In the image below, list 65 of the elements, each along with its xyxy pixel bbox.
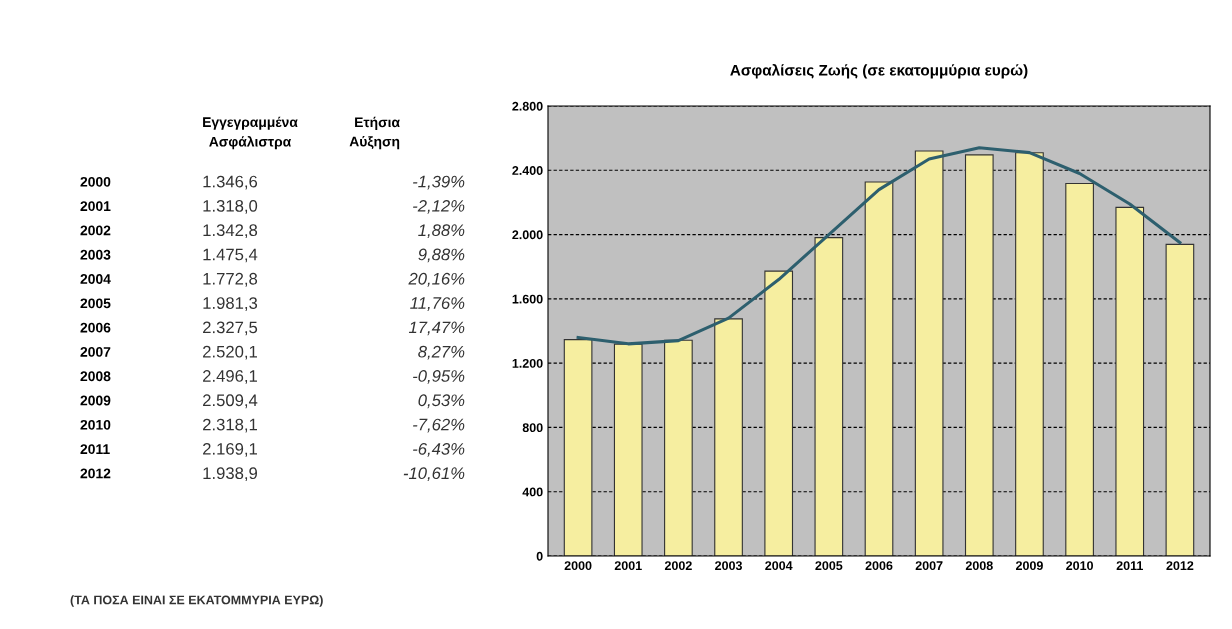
text: 2.520,1 xyxy=(203,345,257,360)
category-label: 2012 xyxy=(80,468,111,479)
text: 11,76% xyxy=(410,297,465,311)
category-label: 2009 xyxy=(80,395,111,406)
chart-title: Ασφαλίσεις Ζωής (σε εκατομμύρια ευρώ) xyxy=(730,63,1028,79)
text: -0,95% xyxy=(413,370,465,384)
category-label: 2011 xyxy=(80,444,110,455)
x-tick-label: 2007 xyxy=(915,561,943,571)
text: 2.496,1 xyxy=(203,370,257,384)
category-label: 2010 xyxy=(80,419,111,430)
y-tick-label: 400 xyxy=(522,487,543,497)
x-tick-label: 2004 xyxy=(765,561,793,571)
text: 2.169,1 xyxy=(203,442,257,457)
x-tick-label: 2009 xyxy=(1015,561,1043,571)
y-tick-label: 0 xyxy=(536,551,543,561)
x-tick-label: 2002 xyxy=(664,561,692,571)
text: 1.346,6 xyxy=(203,175,258,190)
text: -2,12% xyxy=(413,199,465,214)
x-tick-label: 2006 xyxy=(865,561,893,571)
x-tick-label: 2001 xyxy=(614,561,642,571)
y-tick-label: 2.800 xyxy=(512,101,543,111)
text: Εγγεγραμμένα Ασφάλιστρα xyxy=(203,116,298,150)
category-label: 2004 xyxy=(80,274,111,284)
text: -6,43% xyxy=(413,442,465,457)
category-label: 2006 xyxy=(80,322,111,333)
text: -7,62% xyxy=(413,418,465,433)
y-tick-label: 800 xyxy=(522,423,543,433)
category-label: 2000 xyxy=(80,176,111,187)
text: 17,47% xyxy=(408,321,465,336)
text: (ΤΑ ΠΟΣΑ ΕΙΝΑΙ ΣΕ ΕΚΑΤΟΜΜΥΡΙΑ ΕΥΡΩ) xyxy=(70,595,323,607)
text: 2.327,5 xyxy=(203,321,258,336)
y-tick-label: 2.000 xyxy=(512,230,543,240)
y-tick-label: 1.200 xyxy=(512,358,543,368)
x-tick-label: 2005 xyxy=(815,561,843,571)
x-tick-label: 2010 xyxy=(1066,561,1093,571)
x-tick-label: 2011 xyxy=(1116,561,1143,571)
category-label: 2008 xyxy=(80,371,111,382)
text: 20,16% xyxy=(408,272,465,287)
text: 1.938,9 xyxy=(203,467,258,482)
text: 1.475,4 xyxy=(203,248,258,263)
text: 1.318,0 xyxy=(203,199,258,214)
y-tick-label: 1.600 xyxy=(512,294,543,304)
text: 8,27% xyxy=(418,345,465,360)
category-label: 2003 xyxy=(80,249,111,260)
category-label: 2002 xyxy=(80,225,111,236)
category-label: 2005 xyxy=(80,298,111,309)
text: 1.342,8 xyxy=(203,224,258,239)
x-tick-label: 2000 xyxy=(564,561,592,571)
text: 2.318,1 xyxy=(203,418,257,433)
text: 1.772,8 xyxy=(203,272,258,287)
x-tick-label: 2003 xyxy=(715,561,742,571)
x-tick-label: 2008 xyxy=(965,561,993,571)
x-tick-label: 2012 xyxy=(1166,561,1194,571)
category-label: 2007 xyxy=(80,346,111,357)
text: 1,88% xyxy=(418,224,465,239)
y-tick-label: 2.400 xyxy=(512,166,543,175)
category-label: 2001 xyxy=(80,201,111,212)
text: 9,88% xyxy=(418,248,465,263)
text: 2.509,4 xyxy=(203,394,258,409)
text: 0,53% xyxy=(418,394,465,409)
text: -1,39% xyxy=(413,175,465,190)
text: -10,61% xyxy=(403,467,465,482)
text: 1.981,3 xyxy=(203,297,258,311)
text: Ετήσια Αύξηση xyxy=(349,116,400,150)
line-series xyxy=(576,146,1182,346)
